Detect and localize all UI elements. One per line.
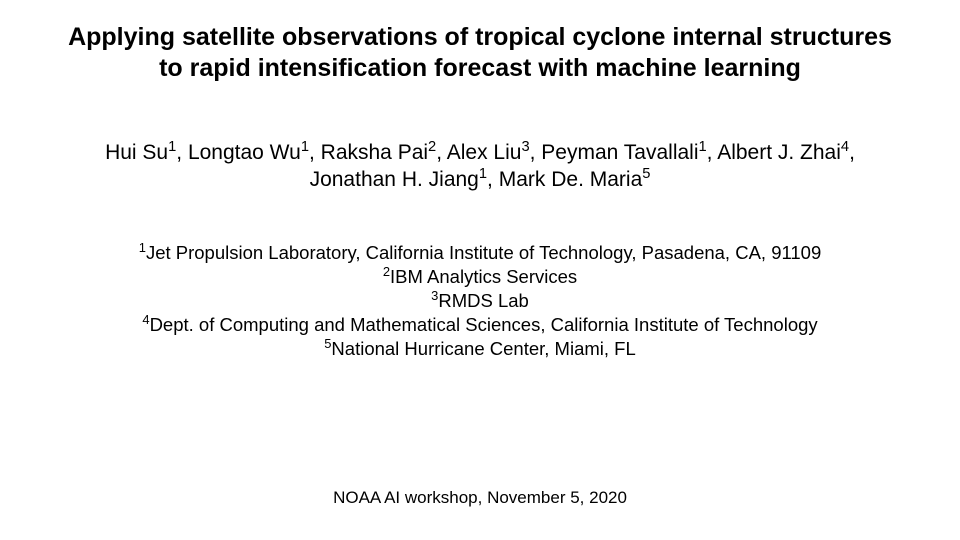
title-line-1: Applying satellite observations of tropi… [68,23,892,51]
author: Albert J. Zhai4 [717,141,849,164]
author: Hui Su1 [105,141,176,164]
slide-title: Applying satellite observations of tropi… [20,22,940,85]
affiliation: 2IBM Analytics Services [40,265,920,289]
author-list: Hui Su1, Longtao Wu1, Raksha Pai2, Alex … [40,139,920,194]
affiliation: 4Dept. of Computing and Mathematical Sci… [40,313,920,337]
author: Mark De. Maria5 [499,168,651,191]
slide-footer: NOAA AI workshop, November 5, 2020 [0,488,960,508]
author: Raksha Pai2 [321,141,437,164]
affiliation-list: 1Jet Propulsion Laboratory, California I… [40,241,920,361]
title-slide: Applying satellite observations of tropi… [0,0,960,540]
author: Longtao Wu1 [188,141,309,164]
affiliation: 1Jet Propulsion Laboratory, California I… [40,241,920,265]
author: Alex Liu3 [447,141,530,164]
affiliation: 5National Hurricane Center, Miami, FL [40,337,920,361]
author: Peyman Tavallali1 [541,141,706,164]
title-line-2: to rapid intensification forecast with m… [159,54,801,82]
author: Jonathan H. Jiang1 [310,168,487,191]
affiliation: 3RMDS Lab [40,289,920,313]
